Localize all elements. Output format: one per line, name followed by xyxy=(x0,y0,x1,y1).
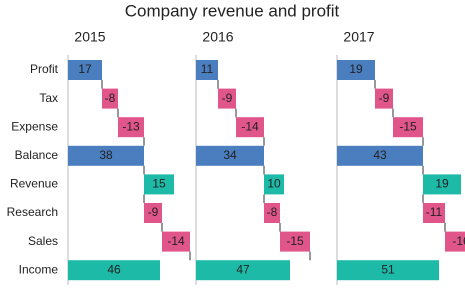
bar xyxy=(264,203,280,223)
category-label: Research xyxy=(7,205,58,219)
value-label: -16 xyxy=(452,234,465,248)
bar xyxy=(393,117,423,138)
value-label: -15 xyxy=(399,119,417,133)
bar xyxy=(337,145,423,166)
bar xyxy=(280,231,310,252)
bar xyxy=(337,260,439,281)
category-label: Balance xyxy=(15,148,59,162)
bar xyxy=(68,260,160,281)
bar xyxy=(102,88,118,109)
value-label: 15 xyxy=(152,177,166,191)
category-label: Revenue xyxy=(10,177,58,191)
value-label: 47 xyxy=(236,262,250,276)
bar xyxy=(196,260,290,281)
value-label: -14 xyxy=(167,234,185,248)
category-label: Expense xyxy=(11,119,58,133)
category-label: Profit xyxy=(30,62,59,76)
bar xyxy=(196,60,218,80)
value-label: 46 xyxy=(107,262,121,276)
value-label: 51 xyxy=(381,262,395,276)
value-label: 10 xyxy=(267,177,281,191)
bar xyxy=(144,203,162,223)
bar xyxy=(445,231,465,252)
bar xyxy=(423,203,445,223)
value-label: -9 xyxy=(222,91,233,105)
value-label: -11 xyxy=(426,205,443,219)
panel-title: 2017 xyxy=(343,29,374,45)
value-label: 38 xyxy=(99,148,113,162)
value-label: -13 xyxy=(122,119,140,133)
bar xyxy=(144,174,174,195)
category-label: Tax xyxy=(39,91,58,105)
value-label: -14 xyxy=(241,119,259,133)
value-label: -8 xyxy=(105,91,116,105)
value-label: 43 xyxy=(373,148,387,162)
bar xyxy=(68,60,102,80)
bar xyxy=(375,88,393,109)
value-label: 19 xyxy=(435,177,449,191)
bar xyxy=(162,231,190,252)
category-label: Sales xyxy=(28,234,58,248)
bar xyxy=(423,174,461,195)
bar xyxy=(68,145,144,166)
panel-title: 2016 xyxy=(202,29,233,45)
bar xyxy=(337,60,375,80)
value-label: -8 xyxy=(267,205,278,219)
value-label: 17 xyxy=(78,62,92,76)
value-label: -9 xyxy=(379,91,390,105)
bar xyxy=(196,145,264,166)
category-label: Income xyxy=(19,262,59,276)
panel-title: 2015 xyxy=(74,29,105,45)
value-label: 34 xyxy=(223,148,237,162)
bar xyxy=(264,174,284,195)
bar xyxy=(236,117,264,138)
chart-title: Company revenue and profit xyxy=(125,1,340,20)
value-label: -9 xyxy=(148,205,159,219)
value-label: 11 xyxy=(201,62,214,76)
value-label: -15 xyxy=(286,234,304,248)
bar xyxy=(218,88,236,109)
bar xyxy=(118,117,144,138)
value-label: 19 xyxy=(349,62,363,76)
